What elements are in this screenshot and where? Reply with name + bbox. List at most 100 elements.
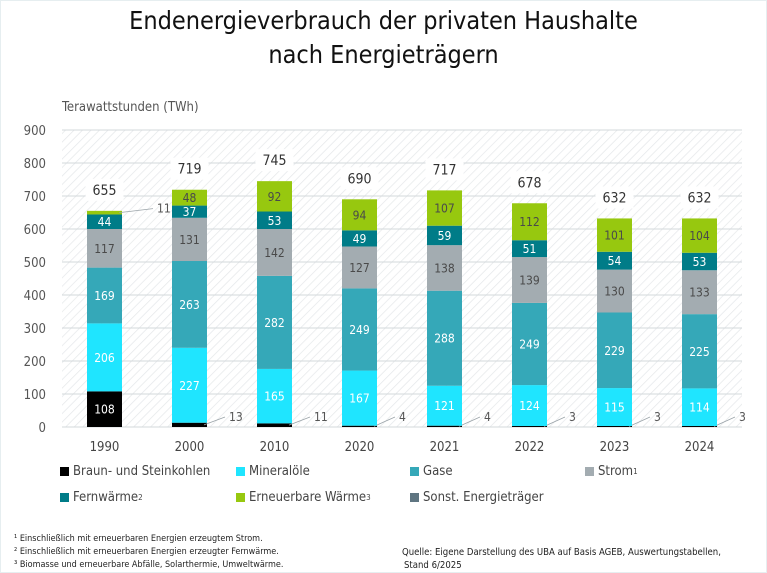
leader-line [203, 416, 226, 426]
y-axis-label: Terawattstunden (TWh) [62, 100, 199, 115]
data-label: 117 [94, 242, 115, 256]
bar-segment [257, 368, 292, 424]
legend-item: Gase [410, 464, 453, 479]
legend-swatch [60, 467, 69, 476]
x-tick-label: 2023 [600, 440, 630, 455]
bar-segment [87, 210, 122, 215]
bar-segment [172, 205, 207, 218]
data-label: 165 [264, 390, 285, 404]
data-label: 121 [434, 399, 455, 413]
data-label: 142 [264, 246, 285, 260]
legend-item: Braun- und Steinkohlen [60, 464, 210, 479]
data-label: 3 [654, 410, 661, 424]
y-tick-label: 900 [24, 124, 46, 139]
legend-swatch [236, 493, 245, 502]
legend-label: Sonst. Energieträger [423, 490, 544, 505]
data-label: 131 [179, 233, 200, 247]
x-tick-label: 2021 [430, 440, 460, 455]
data-label: 53 [268, 214, 282, 228]
bar-segment [87, 267, 122, 324]
data-label: 44 [98, 215, 112, 229]
bar-segment [597, 251, 632, 270]
title-line-1: Endenergieverbrauch der privaten Haushal… [129, 6, 638, 35]
bar-segment [682, 270, 717, 315]
bar-segment [427, 190, 462, 226]
y-tick-label: 100 [24, 388, 46, 403]
bar-segment [597, 312, 632, 389]
y-tick-label: 200 [24, 355, 46, 370]
bar-segment [342, 199, 377, 231]
total-label: 632 [687, 190, 711, 206]
x-tick-label: 1990 [90, 440, 120, 455]
bar-segment [172, 347, 207, 423]
data-label: 139 [519, 273, 540, 287]
bar-segment [682, 252, 717, 271]
bar-segment [597, 269, 632, 313]
data-label: 112 [519, 215, 540, 229]
data-label: 225 [689, 345, 710, 359]
data-label: 127 [349, 261, 370, 275]
leader-line [713, 416, 736, 427]
bar-segment [597, 388, 632, 427]
y-tick-label: 600 [24, 223, 46, 238]
x-tick-label: 2024 [685, 440, 715, 455]
legend-swatch [410, 493, 419, 502]
y-tick-label: 500 [24, 256, 46, 271]
legend-label: Fernwärme [73, 490, 139, 505]
bar-segment [597, 218, 632, 252]
data-label: 48 [183, 191, 197, 205]
legend-item: Erneuerbare Wärme 3 [236, 490, 371, 505]
data-label: 49 [353, 232, 367, 246]
footnote-1: ¹ Einschließlich mit erneuerbaren Energi… [14, 534, 263, 544]
bar-segment [342, 370, 377, 426]
data-label: 167 [349, 392, 370, 406]
data-label: 206 [94, 351, 115, 365]
legend-swatch [585, 467, 594, 476]
y-tick-label: 0 [39, 421, 46, 436]
bar-segment [342, 246, 377, 289]
total-label-box [680, 186, 719, 209]
bar-segment [427, 245, 462, 291]
legend-footnote-marker: 1 [633, 467, 638, 476]
bar-segment [257, 181, 292, 212]
bar-segment [512, 302, 547, 386]
legend-label: Gase [423, 464, 453, 479]
data-label: 138 [434, 261, 455, 275]
bar-segment [512, 257, 547, 303]
title-line-2: nach Energieträgern [268, 40, 499, 69]
data-label: 249 [349, 323, 370, 337]
data-label: 133 [689, 286, 710, 300]
legend-swatch [236, 467, 245, 476]
footnote-2: ² Einschließlich mit erneuerbaren Energi… [14, 547, 279, 557]
legend-item: Fernwärme 2 [60, 490, 143, 505]
leader-line [628, 416, 651, 427]
data-label: 4 [399, 410, 406, 424]
data-label: 54 [608, 254, 622, 268]
leader-line [118, 208, 154, 214]
plot-background [62, 130, 742, 427]
data-label: 94 [353, 208, 367, 222]
y-tick-label: 800 [24, 157, 46, 172]
total-label-box [595, 186, 634, 209]
bar-segment [427, 225, 462, 246]
data-label: 59 [438, 229, 452, 243]
chart-title: Endenergieverbrauch der privaten Haushal… [0, 4, 767, 72]
legend-item: Sonst. Energieträger [410, 490, 544, 505]
bar-segment [172, 217, 207, 262]
data-label: 263 [179, 298, 200, 312]
y-tick-label: 700 [24, 190, 46, 205]
data-label: 51 [523, 242, 537, 256]
total-label: 690 [347, 171, 371, 187]
legend-footnote-marker: 2 [138, 493, 143, 502]
bar-segment [87, 391, 122, 427]
data-label: 37 [183, 205, 197, 219]
y-tick-label: 400 [24, 289, 46, 304]
total-label: 719 [177, 162, 201, 178]
legend-label: Mineralöle [249, 464, 310, 479]
bar-segment [512, 203, 547, 241]
data-label: 282 [264, 316, 285, 330]
data-label: 249 [519, 338, 540, 352]
data-label: 114 [689, 401, 710, 415]
total-label: 678 [517, 175, 541, 191]
bar-segment [427, 425, 462, 427]
